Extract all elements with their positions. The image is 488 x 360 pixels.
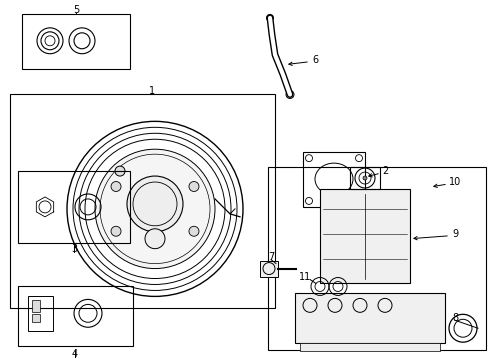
Circle shape: [188, 226, 199, 236]
Circle shape: [127, 176, 183, 232]
Bar: [267, 167, 485, 350]
Text: 7: 7: [267, 252, 274, 262]
Bar: [32, 314, 40, 322]
Bar: [18, 171, 130, 243]
Bar: [349, 167, 379, 189]
Text: 3: 3: [71, 244, 77, 254]
Circle shape: [362, 176, 366, 180]
Text: 11: 11: [298, 271, 310, 282]
Text: 8: 8: [451, 313, 457, 323]
Text: 6: 6: [311, 55, 317, 65]
Bar: [260, 261, 278, 276]
Bar: [18, 287, 133, 346]
Bar: [299, 343, 439, 351]
Text: 2: 2: [381, 166, 387, 176]
Circle shape: [115, 166, 125, 176]
Bar: [32, 300, 40, 312]
Circle shape: [266, 14, 273, 21]
Bar: [303, 152, 364, 207]
Text: 9: 9: [451, 229, 457, 239]
Circle shape: [95, 149, 215, 269]
Text: 1: 1: [149, 86, 155, 95]
Bar: [319, 189, 409, 283]
Bar: [28, 296, 53, 331]
Bar: [10, 94, 274, 309]
Circle shape: [145, 229, 164, 249]
Circle shape: [188, 181, 199, 192]
Text: 5: 5: [73, 5, 79, 15]
Circle shape: [111, 181, 121, 192]
Bar: [22, 14, 130, 69]
Bar: [294, 293, 444, 343]
Text: 10: 10: [448, 177, 460, 187]
Circle shape: [285, 90, 293, 99]
Circle shape: [111, 226, 121, 236]
Text: 4: 4: [72, 349, 78, 359]
